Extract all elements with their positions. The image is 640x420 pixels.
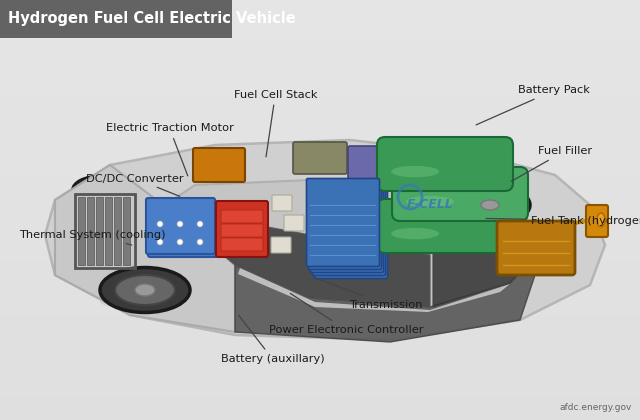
FancyBboxPatch shape [377,199,513,253]
FancyBboxPatch shape [586,205,608,237]
FancyBboxPatch shape [105,197,112,265]
Ellipse shape [100,287,520,317]
Circle shape [157,221,163,227]
Text: Fuel Filler: Fuel Filler [511,146,592,181]
FancyBboxPatch shape [284,215,304,231]
Polygon shape [433,192,543,307]
Text: Thermal System (cooling): Thermal System (cooling) [19,230,166,245]
FancyBboxPatch shape [123,197,130,265]
Ellipse shape [72,176,127,204]
Polygon shape [170,210,430,307]
Text: Hydrogen Fuel Cell Electric Vehicle: Hydrogen Fuel Cell Electric Vehicle [8,11,296,26]
Ellipse shape [450,185,530,225]
Text: Transmission: Transmission [316,278,422,310]
FancyBboxPatch shape [87,197,94,265]
FancyBboxPatch shape [293,142,347,174]
Polygon shape [45,140,605,340]
Polygon shape [235,245,545,342]
Circle shape [157,239,163,245]
FancyBboxPatch shape [272,195,292,211]
FancyBboxPatch shape [308,181,381,270]
FancyBboxPatch shape [221,238,263,251]
Polygon shape [55,165,235,332]
Circle shape [197,239,203,245]
FancyBboxPatch shape [497,221,575,275]
Ellipse shape [597,213,605,227]
Text: Battery Pack: Battery Pack [476,85,590,125]
FancyBboxPatch shape [193,148,245,182]
Ellipse shape [100,268,190,312]
FancyBboxPatch shape [312,187,385,276]
Text: Fuel Cell Stack: Fuel Cell Stack [234,89,317,157]
Ellipse shape [481,200,499,210]
FancyBboxPatch shape [348,146,407,180]
Text: Battery (auxillary): Battery (auxillary) [221,315,324,364]
Ellipse shape [391,228,439,239]
Text: Power Electronic Controller: Power Electronic Controller [269,294,423,335]
FancyBboxPatch shape [314,191,387,278]
FancyBboxPatch shape [216,201,268,257]
Polygon shape [238,268,510,312]
FancyBboxPatch shape [392,167,528,221]
Text: Electric Traction Motor: Electric Traction Motor [106,123,234,176]
Text: F-CELL: F-CELL [406,199,453,212]
FancyBboxPatch shape [221,210,263,223]
FancyBboxPatch shape [408,150,462,182]
Circle shape [197,221,203,227]
FancyBboxPatch shape [146,198,215,254]
Ellipse shape [464,192,516,218]
Text: DC/DC Converter: DC/DC Converter [86,173,184,197]
Circle shape [177,239,183,245]
Ellipse shape [406,196,454,207]
FancyBboxPatch shape [307,178,380,267]
Polygon shape [165,180,545,310]
Text: Fuel Tank (hydrogen): Fuel Tank (hydrogen) [486,215,640,226]
Ellipse shape [391,166,439,177]
FancyBboxPatch shape [221,224,263,237]
FancyBboxPatch shape [0,0,232,38]
Ellipse shape [135,284,155,296]
FancyBboxPatch shape [96,197,103,265]
Ellipse shape [115,275,175,305]
FancyBboxPatch shape [271,237,291,253]
FancyBboxPatch shape [310,184,383,273]
Circle shape [177,221,183,227]
Text: afdc.energy.gov: afdc.energy.gov [559,403,632,412]
FancyBboxPatch shape [377,137,513,191]
FancyBboxPatch shape [148,201,217,257]
FancyBboxPatch shape [78,197,85,265]
FancyBboxPatch shape [114,197,121,265]
